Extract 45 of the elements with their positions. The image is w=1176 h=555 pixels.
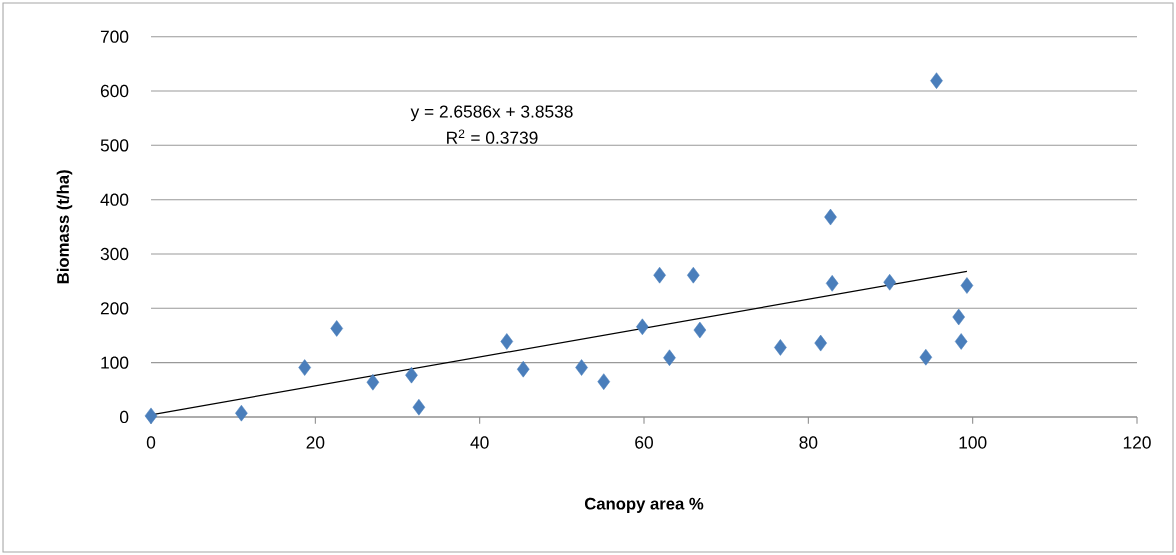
point — [814, 334, 827, 352]
point — [597, 373, 611, 390]
y-tick-label: 0 — [120, 410, 129, 424]
x-tick-label: 20 — [306, 436, 325, 449]
point — [412, 398, 426, 416]
point — [693, 321, 707, 339]
point — [500, 333, 514, 350]
y-axis-title: Biomass (t/ha) — [56, 170, 73, 284]
y-tick-label: 600 — [100, 84, 129, 98]
point — [954, 333, 968, 350]
point — [366, 373, 380, 391]
annotation: y = 2.6586x + 3.8538 — [410, 105, 573, 122]
point — [575, 359, 588, 376]
point — [144, 407, 158, 425]
point — [653, 266, 666, 284]
point — [960, 277, 974, 294]
x-axis-title: Canopy area % — [584, 497, 704, 513]
x-tick-label: 120 — [1123, 436, 1151, 449]
y-tick-label: 300 — [100, 247, 129, 261]
x-tick-label: 60 — [635, 436, 653, 449]
point — [930, 72, 943, 89]
x-tick-label: 80 — [799, 436, 818, 449]
point — [824, 208, 837, 226]
point — [687, 266, 700, 284]
point — [883, 273, 896, 291]
point — [919, 348, 933, 366]
point — [235, 404, 248, 422]
point — [516, 360, 530, 378]
point — [825, 275, 839, 292]
y-tick-label: 100 — [101, 356, 129, 369]
y-tick-label: 200 — [100, 302, 129, 315]
point — [774, 339, 787, 356]
point — [405, 366, 418, 384]
annotation: R$^{2}$ = 0.3739 — [447, 129, 538, 144]
x-tick-label: 40 — [470, 436, 489, 449]
point — [636, 318, 649, 336]
y-tick-label: 400 — [100, 193, 129, 206]
y-tick-label: 500 — [100, 139, 129, 152]
point — [298, 359, 311, 376]
point — [663, 349, 676, 367]
y-tick-label: 700 — [100, 30, 129, 43]
x-tick-label: 0 — [146, 436, 156, 449]
x-tick-label: 100 — [959, 436, 987, 449]
point — [330, 320, 343, 337]
point — [952, 308, 965, 326]
